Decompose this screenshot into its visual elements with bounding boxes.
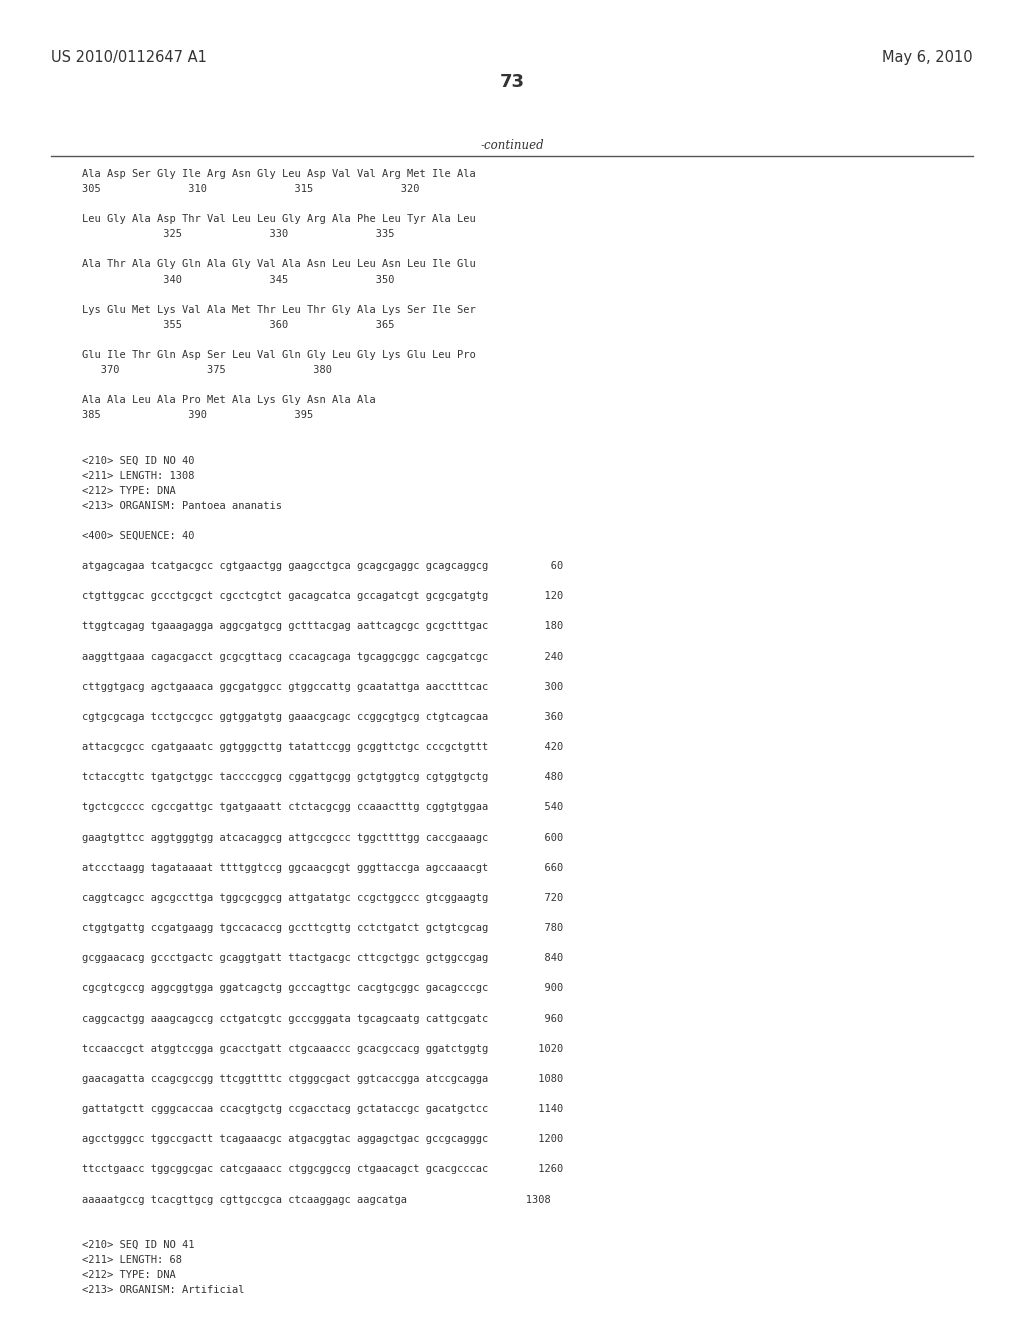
Text: 340              345              350: 340 345 350 [82, 275, 394, 285]
Text: Glu Ile Thr Gln Asp Ser Leu Val Gln Gly Leu Gly Lys Glu Leu Pro: Glu Ile Thr Gln Asp Ser Leu Val Gln Gly … [82, 350, 476, 360]
Text: <210> SEQ ID NO 40: <210> SEQ ID NO 40 [82, 455, 195, 466]
Text: Ala Thr Ala Gly Gln Ala Gly Val Ala Asn Leu Leu Asn Leu Ile Glu: Ala Thr Ala Gly Gln Ala Gly Val Ala Asn … [82, 260, 476, 269]
Text: gattatgctt cgggcaccaa ccacgtgctg ccgacctacg gctataccgc gacatgctcc        1140: gattatgctt cgggcaccaa ccacgtgctg ccgacct… [82, 1104, 563, 1114]
Text: agcctgggcc tggccgactt tcagaaacgc atgacggtac aggagctgac gccgcagggc        1200: agcctgggcc tggccgactt tcagaaacgc atgacgg… [82, 1134, 563, 1144]
Text: cttggtgacg agctgaaaca ggcgatggcc gtggccattg gcaatattga aacctttcac         300: cttggtgacg agctgaaaca ggcgatggcc gtggcca… [82, 682, 563, 692]
Text: tctaccgttc tgatgctggc taccccggcg cggattgcgg gctgtggtcg cgtggtgctg         480: tctaccgttc tgatgctggc taccccggcg cggattg… [82, 772, 563, 783]
Text: 305              310              315              320: 305 310 315 320 [82, 183, 420, 194]
Text: 355              360              365: 355 360 365 [82, 319, 394, 330]
Text: aaggttgaaa cagacgacct gcgcgttacg ccacagcaga tgcaggcggc cagcgatcgc         240: aaggttgaaa cagacgacct gcgcgttacg ccacagc… [82, 652, 563, 661]
Text: cgcgtcgccg aggcggtgga ggatcagctg gcccagttgc cacgtgcggc gacagcccgc         900: cgcgtcgccg aggcggtgga ggatcagctg gcccagt… [82, 983, 563, 994]
Text: <211> LENGTH: 1308: <211> LENGTH: 1308 [82, 471, 195, 480]
Text: atgagcagaa tcatgacgcc cgtgaactgg gaagcctgca gcagcgaggc gcagcaggcg          60: atgagcagaa tcatgacgcc cgtgaactgg gaagcct… [82, 561, 563, 572]
Text: Ala Ala Leu Ala Pro Met Ala Lys Gly Asn Ala Ala: Ala Ala Leu Ala Pro Met Ala Lys Gly Asn … [82, 395, 376, 405]
Text: <212> TYPE: DNA: <212> TYPE: DNA [82, 486, 176, 496]
Text: <213> ORGANISM: Pantoea ananatis: <213> ORGANISM: Pantoea ananatis [82, 500, 282, 511]
Text: May 6, 2010: May 6, 2010 [882, 50, 973, 65]
Text: US 2010/0112647 A1: US 2010/0112647 A1 [51, 50, 207, 65]
Text: aaaaatgccg tcacgttgcg cgttgccgca ctcaaggagc aagcatga                   1308: aaaaatgccg tcacgttgcg cgttgccgca ctcaagg… [82, 1195, 551, 1205]
Text: Lys Glu Met Lys Val Ala Met Thr Leu Thr Gly Ala Lys Ser Ile Ser: Lys Glu Met Lys Val Ala Met Thr Leu Thr … [82, 305, 476, 314]
Text: 370              375              380: 370 375 380 [82, 366, 332, 375]
Text: tccaaccgct atggtccgga gcacctgatt ctgcaaaccc gcacgccacg ggatctggtg        1020: tccaaccgct atggtccgga gcacctgatt ctgcaaa… [82, 1044, 563, 1053]
Text: Leu Gly Ala Asp Thr Val Leu Leu Gly Arg Ala Phe Leu Tyr Ala Leu: Leu Gly Ala Asp Thr Val Leu Leu Gly Arg … [82, 214, 476, 224]
Text: attacgcgcc cgatgaaatc ggtgggcttg tatattccgg gcggttctgc cccgctgttt         420: attacgcgcc cgatgaaatc ggtgggcttg tatattc… [82, 742, 563, 752]
Text: <210> SEQ ID NO 41: <210> SEQ ID NO 41 [82, 1239, 195, 1250]
Text: ttggtcagag tgaaagagga aggcgatgcg gctttacgag aattcagcgc gcgctttgac         180: ttggtcagag tgaaagagga aggcgatgcg gctttac… [82, 622, 563, 631]
Text: caggtcagcc agcgccttga tggcgcggcg attgatatgc ccgctggccc gtcggaagtg         720: caggtcagcc agcgccttga tggcgcggcg attgata… [82, 892, 563, 903]
Text: <211> LENGTH: 68: <211> LENGTH: 68 [82, 1255, 182, 1265]
Text: tgctcgcccc cgccgattgc tgatgaaatt ctctacgcgg ccaaactttg cggtgtggaa         540: tgctcgcccc cgccgattgc tgatgaaatt ctctacg… [82, 803, 563, 812]
Text: 385              390              395: 385 390 395 [82, 411, 313, 420]
Text: atccctaagg tagataaaat ttttggtccg ggcaacgcgt gggttaccga agccaaacgt         660: atccctaagg tagataaaat ttttggtccg ggcaacg… [82, 863, 563, 873]
Text: gcggaacacg gccctgactc gcaggtgatt ttactgacgc cttcgctggc gctggccgag         840: gcggaacacg gccctgactc gcaggtgatt ttactga… [82, 953, 563, 964]
Text: gaacagatta ccagcgccgg ttcggttttc ctgggcgact ggtcaccgga atccgcagga        1080: gaacagatta ccagcgccgg ttcggttttc ctgggcg… [82, 1074, 563, 1084]
Text: Ala Asp Ser Gly Ile Arg Asn Gly Leu Asp Val Val Arg Met Ile Ala: Ala Asp Ser Gly Ile Arg Asn Gly Leu Asp … [82, 169, 476, 180]
Text: <400> SEQUENCE: 40: <400> SEQUENCE: 40 [82, 531, 195, 541]
Text: <212> TYPE: DNA: <212> TYPE: DNA [82, 1270, 176, 1280]
Text: cgtgcgcaga tcctgccgcc ggtggatgtg gaaacgcagc ccggcgtgcg ctgtcagcaa         360: cgtgcgcaga tcctgccgcc ggtggatgtg gaaacgc… [82, 711, 563, 722]
Text: gaagtgttcc aggtgggtgg atcacaggcg attgccgccc tggcttttgg caccgaaagc         600: gaagtgttcc aggtgggtgg atcacaggcg attgccg… [82, 833, 563, 842]
Text: 73: 73 [500, 73, 524, 91]
Text: caggcactgg aaagcagccg cctgatcgtc gcccgggata tgcagcaatg cattgcgatc         960: caggcactgg aaagcagccg cctgatcgtc gcccggg… [82, 1014, 563, 1023]
Text: 325              330              335: 325 330 335 [82, 230, 394, 239]
Text: ctgttggcac gccctgcgct cgcctcgtct gacagcatca gccagatcgt gcgcgatgtg         120: ctgttggcac gccctgcgct cgcctcgtct gacagca… [82, 591, 563, 602]
Text: ttcctgaacc tggcggcgac catcgaaacc ctggcggccg ctgaacagct gcacgcccac        1260: ttcctgaacc tggcggcgac catcgaaacc ctggcgg… [82, 1164, 563, 1175]
Text: <213> ORGANISM: Artificial: <213> ORGANISM: Artificial [82, 1286, 245, 1295]
Text: ctggtgattg ccgatgaagg tgccacaccg gccttcgttg cctctgatct gctgtcgcag         780: ctggtgattg ccgatgaagg tgccacaccg gccttcg… [82, 923, 563, 933]
Text: -continued: -continued [480, 139, 544, 152]
